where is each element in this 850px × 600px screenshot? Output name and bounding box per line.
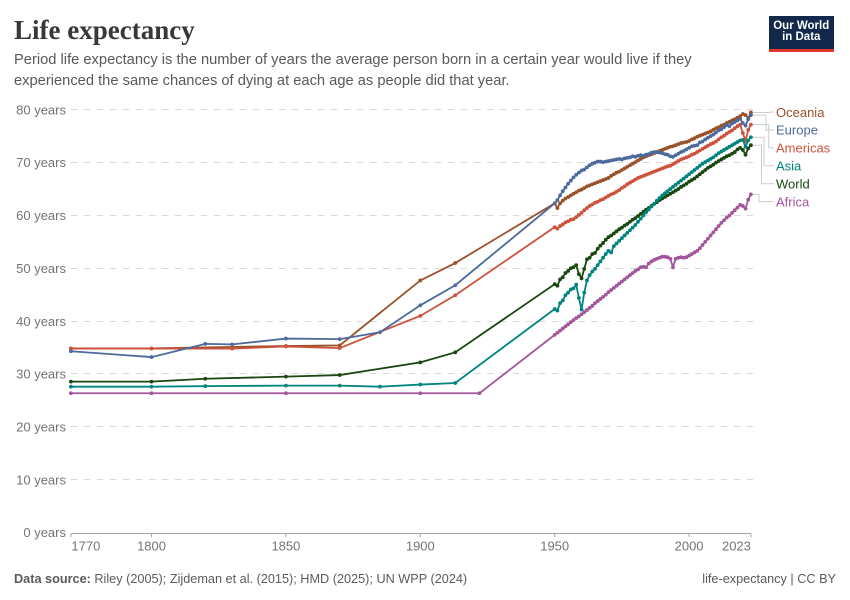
svg-text:1850: 1850 [271,539,300,554]
svg-text:20 years: 20 years [16,419,66,434]
svg-text:2023: 2023 [722,539,751,554]
svg-text:Americas: Americas [776,141,831,156]
svg-text:Europe: Europe [776,123,818,138]
svg-text:World: World [776,176,810,191]
svg-text:2000: 2000 [675,539,704,554]
svg-text:40 years: 40 years [16,314,66,329]
svg-text:1800: 1800 [137,539,166,554]
svg-text:10 years: 10 years [16,472,66,487]
svg-text:Oceania: Oceania [776,105,825,120]
svg-text:Africa: Africa [776,194,810,209]
svg-text:70 years: 70 years [16,155,66,170]
svg-text:80 years: 80 years [16,102,66,117]
svg-text:Asia: Asia [776,159,802,174]
svg-text:30 years: 30 years [16,367,66,382]
svg-text:60 years: 60 years [16,208,66,223]
svg-text:50 years: 50 years [16,261,66,276]
svg-text:0 years: 0 years [23,525,66,540]
svg-text:1770: 1770 [71,539,100,554]
svg-text:1900: 1900 [406,539,435,554]
svg-text:1950: 1950 [540,539,569,554]
